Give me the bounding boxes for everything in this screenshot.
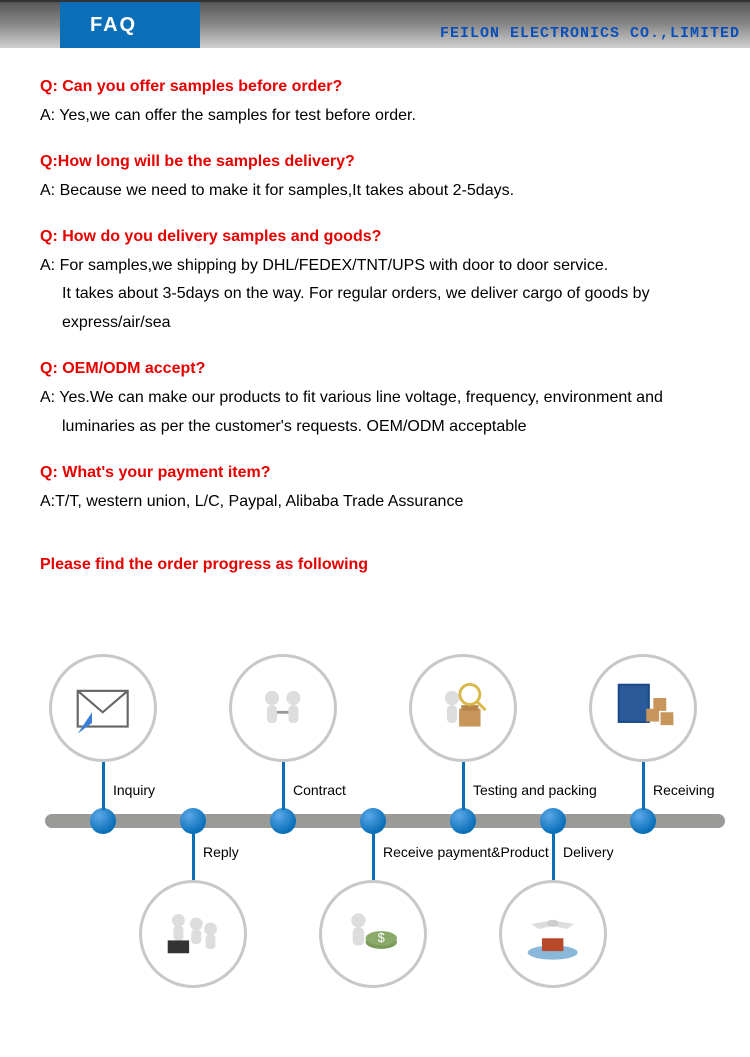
question: Q:How long will be the samples delivery? (40, 153, 710, 171)
qa-block: Q: Can you offer samples before order? A:… (40, 78, 710, 131)
connector-line (192, 832, 195, 880)
step-circle: $ (319, 880, 427, 988)
progress-heading: Please find the order progress as follow… (40, 556, 710, 574)
delivery-icon (517, 899, 588, 970)
timeline-dot (630, 808, 656, 834)
step-label: Inquiry (113, 782, 155, 798)
step-circle (589, 654, 697, 762)
qa-block: Q: OEM/ODM accept? A: Yes.We can make our… (40, 360, 710, 442)
qa-block: Q:How long will be the samples delivery?… (40, 153, 710, 206)
connector-line (462, 762, 465, 810)
question: Q: Can you offer samples before order? (40, 78, 710, 96)
step-circle (49, 654, 157, 762)
faq-tab: FAQ (60, 2, 200, 48)
step-label: Contract (293, 782, 346, 798)
answer-line: A: Yes.We can make our products to fit v… (40, 384, 710, 413)
step-label: Receiving (653, 782, 714, 798)
qa-block: Q: How do you delivery samples and goods… (40, 228, 710, 338)
step-circle (229, 654, 337, 762)
timeline-dot (360, 808, 386, 834)
answer-line: A: Because we need to make it for sample… (40, 177, 710, 206)
timeline-dot (450, 808, 476, 834)
connector-line (372, 832, 375, 880)
faq-content: Q: Can you offer samples before order? A:… (0, 48, 750, 634)
receive-payment-product-icon: $ (337, 899, 408, 970)
step-circle (499, 880, 607, 988)
answer-line: A: Yes,we can offer the samples for test… (40, 102, 710, 131)
answer-line: A:T/T, western union, L/C, Paypal, Aliba… (40, 488, 710, 517)
step-label: Receive payment&Product (383, 844, 549, 860)
step-circle (409, 654, 517, 762)
answer-line: luminaries as per the customer's request… (40, 413, 710, 442)
timeline-dot (540, 808, 566, 834)
timeline-dot (90, 808, 116, 834)
timeline-dot (270, 808, 296, 834)
connector-line (642, 762, 645, 810)
testing-and-packing-icon (427, 673, 498, 744)
qa-block: Q: What's your payment item? A:T/T, weste… (40, 464, 710, 517)
step-label: Reply (203, 844, 239, 860)
receiving-icon (607, 673, 678, 744)
question: Q: How do you delivery samples and goods… (40, 228, 710, 246)
connector-line (282, 762, 285, 810)
answer-line: express/air/sea (40, 309, 710, 338)
reply-icon (157, 899, 228, 970)
answer-line: It takes about 3-5days on the way. For r… (40, 280, 710, 309)
connector-line (552, 832, 555, 880)
connector-line (102, 762, 105, 810)
svg-text:$: $ (378, 930, 385, 945)
header-bar: FAQ FEILON ELECTRONICS CO.,LIMITED (0, 0, 750, 48)
timeline-dot (180, 808, 206, 834)
inquiry-icon (67, 673, 138, 744)
answer-line: A: For samples,we shipping by DHL/FEDEX/… (40, 252, 710, 281)
step-label: Delivery (563, 844, 614, 860)
contract-icon (247, 673, 318, 744)
question: Q: OEM/ODM accept? (40, 360, 710, 378)
company-name: FEILON ELECTRONICS CO.,LIMITED (440, 25, 740, 42)
step-label: Testing and packing (473, 782, 597, 798)
question: Q: What's your payment item? (40, 464, 710, 482)
order-progress-diagram: Inquiry Contract Testing and packing Receiv… (15, 634, 735, 1014)
step-circle (139, 880, 247, 988)
